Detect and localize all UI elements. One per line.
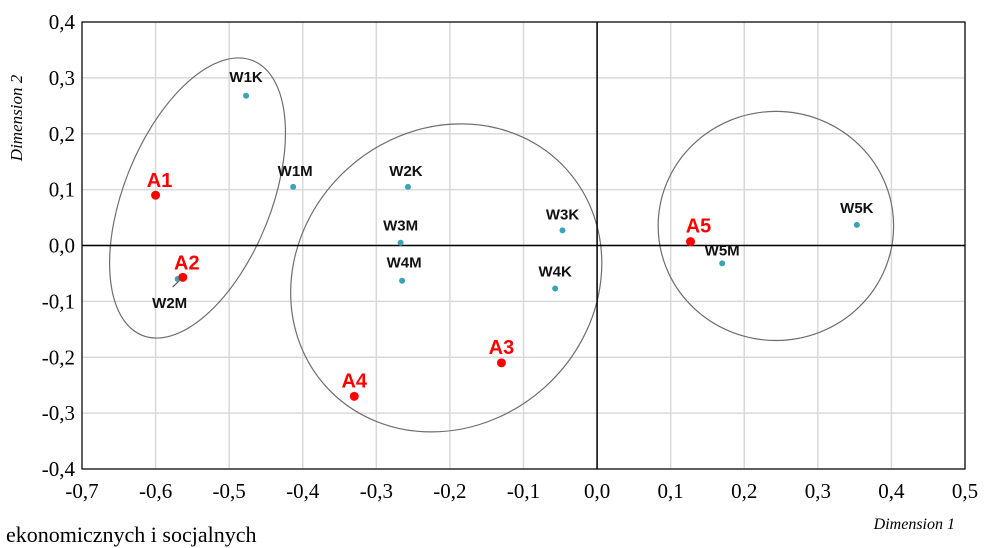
point-label-a1: A1: [147, 170, 173, 192]
y-tick-labels: 0,4 0,3 0,2 0,1 0,0 -0,1 -0,2 -0,3 -0,4: [42, 10, 76, 481]
x-tick-label: 0,4: [878, 479, 905, 503]
data-points: W1K W1M W2K W2M W3K W3M W4K W4M W5K W5M A1 A2 A3 A4 A5: [147, 69, 874, 401]
x-tick-label: -0,7: [65, 479, 98, 503]
point-label-w1k: W1K: [229, 69, 263, 86]
x-tick-label: 0,0: [584, 479, 610, 503]
point-label-w2m: W2M: [152, 295, 187, 312]
x-tick-label: -0,4: [286, 479, 320, 503]
x-tick-label: -0,2: [433, 479, 466, 503]
point-label-a4: A4: [341, 370, 367, 392]
x-tick-label: 0,5: [952, 479, 978, 503]
point-label-w3m: W3M: [383, 218, 418, 235]
x-tick-labels: -0,7 -0,6 -0,5 -0,4 -0,3 -0,2 -0,1 0,0 0,1 0,2 0,3…: [65, 479, 978, 503]
point-w5m: [719, 260, 726, 267]
x-tick-label: -0,6: [139, 479, 172, 503]
y-tick-label: 0,0: [49, 234, 75, 258]
point-label-a5: A5: [686, 216, 712, 238]
point-w2k: [404, 183, 411, 190]
point-a1: [151, 190, 161, 200]
x-axis-label: Dimension 1: [873, 516, 955, 533]
point-w4k: [552, 285, 559, 292]
x-tick-label: 0,1: [658, 479, 684, 503]
point-label-a2: A2: [174, 252, 200, 274]
point-label-w5k: W5K: [840, 200, 874, 217]
point-label-w5m: W5M: [705, 242, 740, 259]
y-tick-label: -0,1: [42, 289, 75, 313]
point-w4m: [399, 277, 406, 284]
zero-axes: [82, 22, 965, 469]
cluster-ellipse: [657, 110, 895, 342]
point-w3m: [397, 239, 404, 246]
x-tick-label: -0,3: [360, 479, 393, 503]
y-tick-label: 0,4: [49, 10, 76, 34]
point-w5k: [853, 221, 860, 228]
y-tick-label: -0,2: [42, 345, 75, 369]
x-tick-label: -0,1: [507, 479, 540, 503]
cluster-ellipse: [290, 123, 603, 433]
y-tick-label: 0,1: [49, 178, 75, 202]
y-tick-label: -0,3: [42, 401, 75, 425]
point-label-w3k: W3K: [546, 206, 580, 223]
point-w1m: [290, 183, 297, 190]
point-a4: [349, 391, 359, 401]
point-label-w4m: W4M: [387, 255, 422, 272]
x-tick-label: 0,3: [805, 479, 831, 503]
point-label-w2k: W2K: [389, 163, 423, 180]
plot-frame: [81, 21, 966, 470]
y-tick-label: -0,4: [42, 457, 76, 481]
point-a5: [686, 237, 696, 247]
x-tick-label: 0,2: [731, 479, 757, 503]
point-a2: [178, 272, 188, 282]
cluster-ellipses: [108, 57, 895, 433]
point-label-a3: A3: [489, 337, 515, 359]
x-tick-label: -0,5: [213, 479, 246, 503]
point-label-w4k: W4K: [538, 264, 572, 281]
cluster-ellipse: [108, 57, 287, 339]
point-w1k: [243, 92, 250, 99]
point-w3k: [559, 227, 566, 234]
y-tick-label: 0,3: [49, 66, 75, 90]
caption-text: ekonomicznych i socjalnych: [6, 522, 257, 547]
point-a3: [496, 358, 506, 368]
point-label-w1m: W1M: [278, 163, 313, 180]
y-tick-label: 0,2: [49, 122, 75, 146]
y-axis-label: Dimension 2: [7, 74, 26, 162]
